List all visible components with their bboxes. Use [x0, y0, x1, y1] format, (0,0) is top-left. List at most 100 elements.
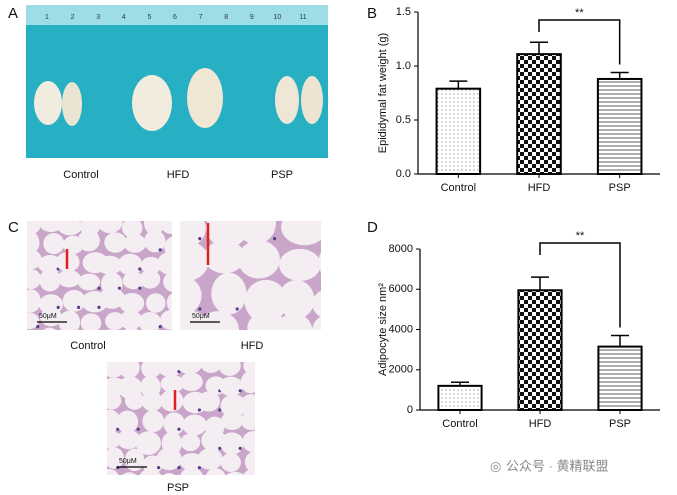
nucleus	[138, 286, 142, 290]
cell	[179, 372, 203, 392]
cell	[163, 472, 176, 475]
cell	[197, 311, 240, 330]
x-tick-label: Control	[441, 182, 476, 194]
cell	[124, 326, 139, 330]
cell	[312, 290, 321, 318]
cell	[157, 362, 182, 377]
panel-label: C	[8, 219, 19, 236]
cell	[240, 393, 255, 417]
y-tick-label: 8000	[389, 243, 413, 255]
nucleus	[238, 389, 242, 393]
cell	[38, 294, 64, 315]
histology-image: 50μM	[15, 221, 172, 352]
cell	[243, 468, 255, 475]
cell	[64, 328, 75, 330]
cell	[122, 472, 137, 475]
cell	[62, 289, 86, 312]
nucleus	[116, 427, 120, 431]
nucleus	[177, 370, 181, 374]
x-tick-label: Control	[442, 418, 477, 430]
cell	[218, 362, 241, 376]
cell	[157, 251, 172, 275]
scale-bar-label: 50μM	[39, 313, 57, 320]
cell	[105, 312, 125, 330]
cell	[107, 447, 124, 469]
cell	[160, 221, 172, 234]
cell	[182, 414, 207, 436]
cell	[220, 394, 247, 418]
cell	[322, 209, 360, 243]
nucleus	[218, 408, 222, 412]
cell	[77, 273, 101, 291]
cell	[160, 310, 172, 330]
nucleus	[259, 485, 262, 488]
nucleus	[138, 267, 142, 271]
x-tick-label: HFD	[529, 418, 552, 430]
cell	[198, 391, 220, 412]
cell	[197, 448, 223, 470]
cell	[106, 329, 113, 330]
cell	[220, 452, 241, 472]
tissue-photo	[26, 5, 328, 158]
x-tick-label: HFD	[528, 182, 551, 194]
bar	[597, 345, 643, 412]
y-axis-label: Epididymal fat weight (g)	[377, 33, 389, 153]
nucleus	[218, 446, 222, 450]
cell	[98, 287, 125, 309]
cell	[163, 412, 185, 435]
ruler-label: 7	[199, 14, 203, 21]
nucleus	[259, 389, 262, 392]
panel-label: A	[8, 5, 18, 22]
ruler-label: 6	[173, 14, 177, 21]
cell	[235, 221, 277, 245]
ruler-label: 10	[274, 14, 282, 21]
nucleus	[158, 325, 162, 329]
y-tick-label: 6000	[389, 283, 413, 295]
ruler-label: 2	[71, 14, 75, 21]
photo-caption: PSP	[271, 169, 293, 181]
ruler-label: 1	[45, 14, 49, 21]
bar	[517, 289, 563, 412]
cell	[107, 391, 122, 410]
histology-caption: Control	[70, 340, 105, 352]
histology-caption: HFD	[241, 340, 264, 352]
cell	[118, 362, 140, 379]
cell	[57, 269, 81, 288]
cell	[244, 279, 288, 323]
cell	[279, 248, 321, 281]
cell	[205, 468, 226, 475]
x-tick-label: PSP	[609, 182, 631, 194]
cell	[180, 467, 203, 475]
nucleus	[235, 307, 239, 311]
cell	[77, 229, 100, 252]
significance-bracket	[538, 19, 621, 65]
nucleus	[198, 307, 202, 311]
cell	[144, 229, 166, 253]
cell	[278, 279, 315, 320]
cell	[15, 333, 40, 350]
y-axis-label: Adipocyte size nm²	[377, 283, 389, 376]
watermark-icon: ◎	[490, 458, 501, 473]
cell	[107, 409, 121, 434]
cell	[242, 430, 255, 453]
y-tick-label: 0	[407, 404, 413, 416]
y-tick-label: 2000	[389, 364, 413, 376]
panel-label: B	[367, 5, 377, 22]
significance-label: **	[575, 7, 584, 19]
cell	[211, 272, 247, 315]
cell	[166, 293, 172, 313]
cell	[42, 327, 56, 330]
cell	[37, 254, 63, 274]
cell	[141, 391, 163, 412]
cell	[144, 331, 165, 352]
y-tick-label: 0.0	[396, 168, 411, 180]
histology-caption: PSP	[167, 482, 189, 494]
cell	[180, 275, 202, 316]
cell	[107, 430, 122, 449]
bar	[596, 77, 643, 175]
cell	[145, 293, 166, 313]
cell	[96, 255, 123, 275]
cell	[199, 362, 223, 374]
cell	[27, 221, 41, 235]
nucleus	[273, 237, 277, 241]
